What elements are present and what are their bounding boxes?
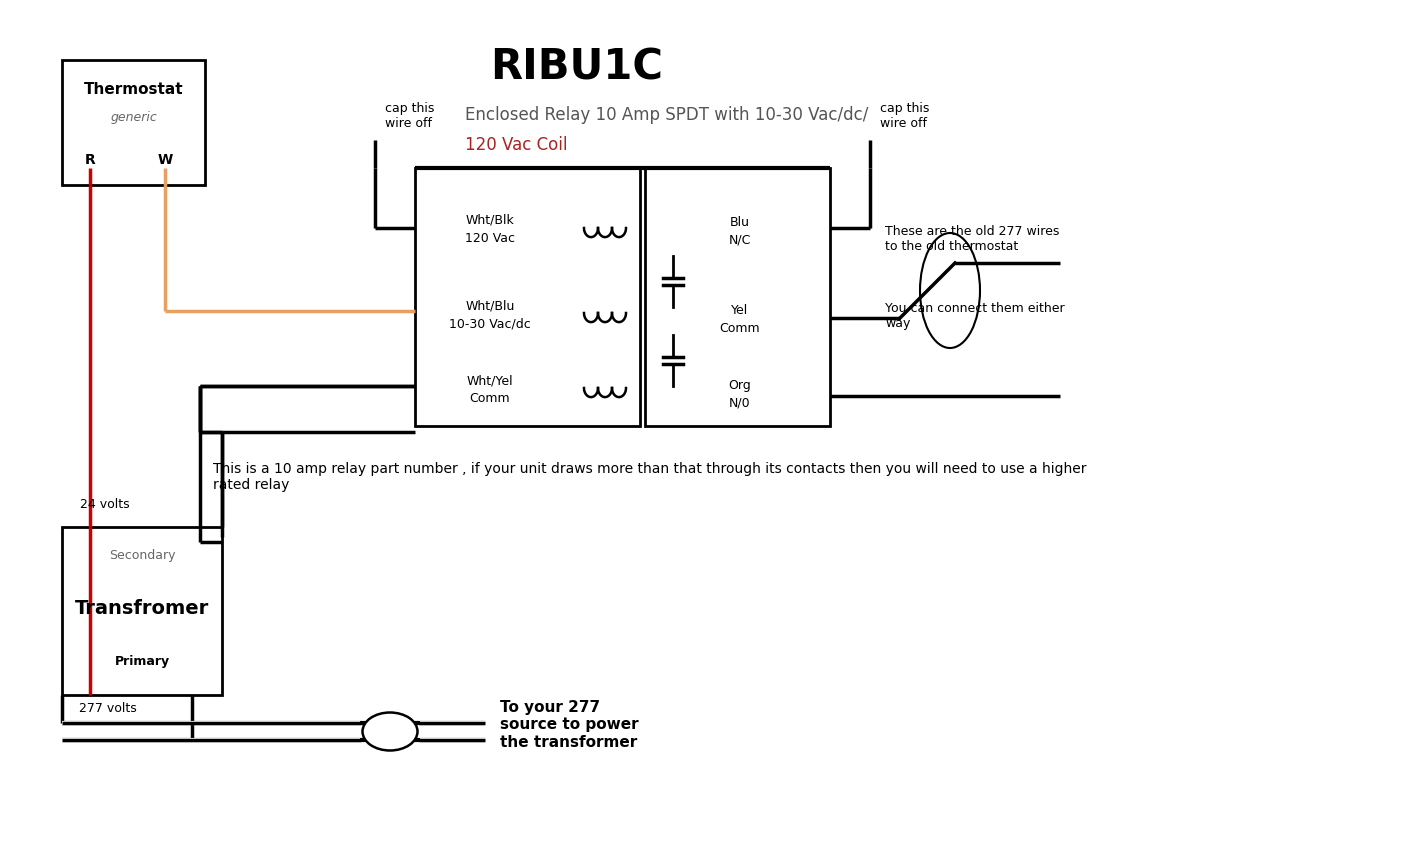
Text: 24 volts: 24 volts bbox=[81, 498, 130, 511]
Text: Wht/Blu: Wht/Blu bbox=[466, 299, 515, 312]
Bar bbox=[62, 60, 205, 185]
Text: cap this
wire off: cap this wire off bbox=[880, 102, 930, 130]
Text: RIBU1C: RIBU1C bbox=[490, 47, 664, 89]
Text: cap this
wire off: cap this wire off bbox=[385, 102, 434, 130]
Text: W: W bbox=[157, 153, 173, 167]
Text: N/0: N/0 bbox=[729, 396, 751, 409]
Text: Comm: Comm bbox=[720, 322, 760, 335]
Text: 10-30 Vac/dc: 10-30 Vac/dc bbox=[449, 317, 531, 330]
Text: Thermostat: Thermostat bbox=[83, 82, 184, 98]
Text: 120 Vac Coil: 120 Vac Coil bbox=[466, 136, 567, 154]
Text: Org: Org bbox=[729, 379, 751, 392]
Text: Yel: Yel bbox=[732, 305, 749, 317]
Text: 120 Vac: 120 Vac bbox=[466, 232, 515, 245]
Text: generic: generic bbox=[110, 112, 157, 124]
Text: Wht/Blk: Wht/Blk bbox=[466, 214, 515, 227]
Bar bbox=[62, 527, 222, 695]
Text: 277 volts: 277 volts bbox=[79, 702, 137, 715]
Ellipse shape bbox=[362, 712, 417, 751]
Text: Secondary: Secondary bbox=[109, 548, 175, 561]
Bar bbox=[645, 168, 831, 426]
Text: Primary: Primary bbox=[115, 656, 170, 668]
Text: These are the old 277 wires
to the old thermostat: These are the old 277 wires to the old t… bbox=[884, 225, 1060, 253]
Text: To your 277
source to power
the transformer: To your 277 source to power the transfor… bbox=[499, 700, 638, 750]
Text: Wht/Yel: Wht/Yel bbox=[467, 374, 514, 388]
Text: R: R bbox=[85, 153, 95, 167]
Text: Transfromer: Transfromer bbox=[75, 600, 209, 619]
Text: Comm: Comm bbox=[470, 392, 511, 406]
Bar bbox=[415, 168, 640, 426]
Text: This is a 10 amp relay part number , if your unit draws more than that through i: This is a 10 amp relay part number , if … bbox=[214, 462, 1087, 492]
Text: You can connect them either
way: You can connect them either way bbox=[884, 302, 1064, 330]
Text: Blu: Blu bbox=[730, 216, 750, 229]
Text: N/C: N/C bbox=[729, 233, 751, 246]
Text: Enclosed Relay 10 Amp SPDT with 10-30 Vac/dc/: Enclosed Relay 10 Amp SPDT with 10-30 Va… bbox=[466, 106, 869, 124]
